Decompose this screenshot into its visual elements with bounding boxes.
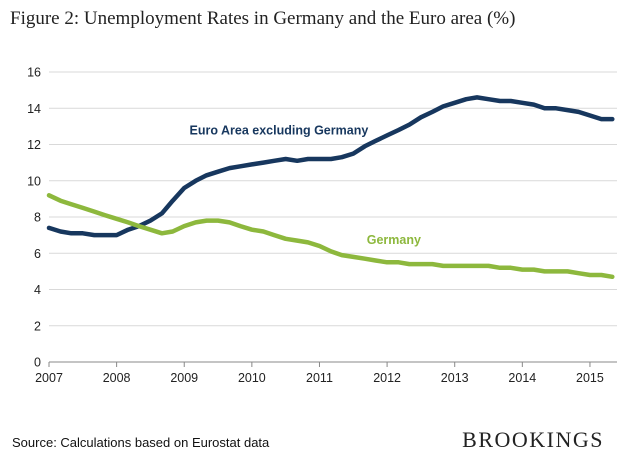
- x-tick-label: 2008: [103, 371, 131, 385]
- y-tick-label: 0: [34, 356, 41, 370]
- brand-logo: BROOKINGS: [462, 427, 604, 452]
- y-tick-label: 4: [34, 283, 41, 297]
- x-tick-label: 2010: [238, 371, 266, 385]
- y-tick-label: 8: [34, 211, 41, 225]
- x-tick-label: 2015: [576, 371, 604, 385]
- axes: 0 2 4 6 8 10 12 14 16 2007 2008 2009 2010 2011 2012 201…: [27, 66, 617, 385]
- source-note: Source: Calculations based on Eurostat d…: [12, 435, 270, 450]
- series-label: Germany: [367, 233, 421, 247]
- series-label: Euro Area excluding Germany: [190, 124, 369, 138]
- y-tick-label: 2: [34, 319, 41, 333]
- series-lines: [46, 95, 615, 280]
- x-tick-label: 2014: [508, 371, 536, 385]
- y-tick-label: 14: [27, 102, 41, 116]
- x-tick-label: 2013: [441, 371, 469, 385]
- y-tick-label: 16: [27, 66, 41, 80]
- x-tick-label: 2011: [306, 371, 333, 385]
- series-labels: Euro Area excluding Germany Germany: [190, 124, 421, 248]
- x-tick-label: 2012: [373, 371, 401, 385]
- series-line-euro-area: [46, 95, 615, 238]
- chart-title: Figure 2: Unemployment Rates in Germany …: [10, 8, 516, 29]
- y-tick-label: 6: [34, 247, 41, 261]
- series-line-germany: [46, 193, 615, 280]
- y-tick-label: 12: [27, 138, 41, 152]
- gridlines: [49, 71, 617, 327]
- y-tick-label: 10: [27, 174, 41, 188]
- x-tick-label: 2009: [170, 371, 198, 385]
- x-tick-label: 2007: [35, 371, 63, 385]
